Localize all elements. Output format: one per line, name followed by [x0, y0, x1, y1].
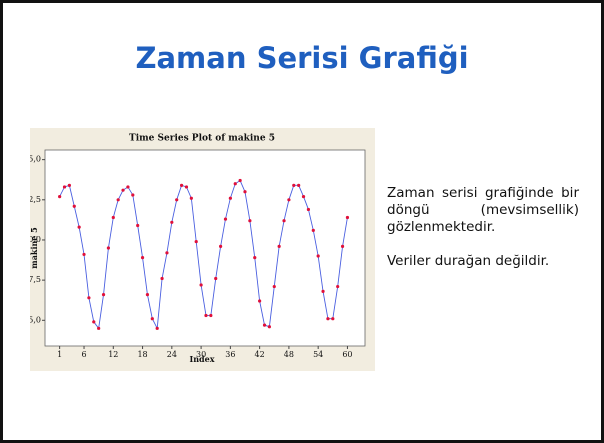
data-point — [67, 183, 71, 187]
text-block: Zaman serisi grafiğinde bir döngü (mevsi… — [387, 185, 579, 287]
data-point — [282, 219, 286, 223]
data-point — [170, 220, 174, 224]
data-point — [209, 313, 213, 318]
x-tick-label: 1 — [57, 350, 62, 359]
data-point — [219, 244, 223, 248]
data-point — [243, 190, 247, 194]
data-point — [258, 299, 262, 303]
chart-title: Time Series Plot of makine 5 — [129, 134, 275, 144]
x-tick-label: 42 — [255, 350, 265, 359]
data-point — [111, 215, 115, 220]
data-point — [253, 256, 257, 260]
x-tick-label: 30 — [196, 350, 206, 359]
data-point — [131, 193, 135, 197]
data-point — [92, 320, 96, 324]
data-point — [331, 317, 335, 321]
x-axis-label: Index — [189, 354, 214, 364]
data-point — [140, 256, 145, 260]
data-point — [97, 326, 101, 330]
data-point — [326, 317, 330, 321]
x-tick-label: 36 — [225, 350, 235, 359]
data-point — [62, 185, 67, 189]
data-point — [184, 185, 189, 189]
data-point — [82, 252, 86, 257]
data-point — [126, 185, 130, 189]
y-tick-label: 15,0 — [30, 155, 41, 164]
data-point — [165, 251, 169, 255]
data-point — [214, 276, 218, 281]
x-tick-label: 24 — [167, 350, 177, 359]
data-point — [267, 325, 271, 329]
x-tick-label: 48 — [284, 350, 294, 359]
data-point — [301, 194, 306, 199]
data-point — [160, 276, 164, 281]
data-point — [287, 198, 291, 202]
data-point — [199, 283, 203, 287]
plot-area — [44, 149, 366, 347]
data-point — [194, 239, 198, 244]
x-tick-label: 18 — [137, 350, 147, 359]
data-point — [77, 225, 81, 229]
chart: Time Series Plot of makine 5 Index makin… — [30, 128, 375, 371]
data-point — [121, 188, 125, 192]
data-point — [106, 246, 111, 250]
data-point — [72, 204, 76, 208]
data-point — [316, 254, 320, 258]
slide-title: Zaman Serisi Grafiği — [135, 41, 469, 75]
data-point — [87, 296, 91, 300]
y-axis-label: makine 5 — [30, 227, 39, 269]
data-point — [306, 207, 311, 212]
y-tick-label: 12,5 — [30, 195, 41, 204]
data-point — [189, 196, 193, 200]
data-point — [238, 178, 242, 183]
paragraph: Veriler durağan değildir. — [387, 253, 550, 269]
data-point — [204, 313, 208, 318]
data-point — [155, 326, 159, 330]
data-point — [116, 198, 120, 202]
x-tick-label: 54 — [313, 350, 323, 359]
x-tick-label: 60 — [342, 350, 352, 359]
data-point — [248, 219, 252, 223]
y-tick-label: 10,0 — [30, 235, 41, 244]
data-point — [136, 223, 140, 228]
data-point — [336, 284, 340, 289]
y-tick-label: 7,5 — [30, 275, 41, 284]
data-point — [228, 196, 232, 200]
data-point — [340, 244, 345, 248]
data-point — [58, 194, 62, 199]
data-point — [345, 215, 350, 220]
data-point — [179, 183, 184, 187]
data-point — [321, 289, 325, 293]
data-point — [233, 182, 237, 186]
data-point — [150, 317, 154, 321]
data-point — [272, 284, 276, 289]
data-point — [277, 244, 281, 248]
series-line — [59, 179, 348, 330]
data-point — [175, 198, 179, 202]
paragraph: Zaman serisi grafiğinde bir döngü (mevsi… — [387, 185, 579, 235]
data-point — [262, 323, 267, 327]
data-point — [223, 217, 228, 221]
data-point — [311, 228, 315, 232]
x-tick-label: 12 — [108, 350, 118, 359]
x-tick-label: 6 — [81, 350, 86, 359]
data-point — [145, 292, 150, 297]
data-point — [292, 183, 296, 187]
data-point — [101, 292, 106, 297]
data-point — [297, 183, 301, 187]
y-tick-label: 5,0 — [30, 315, 41, 324]
